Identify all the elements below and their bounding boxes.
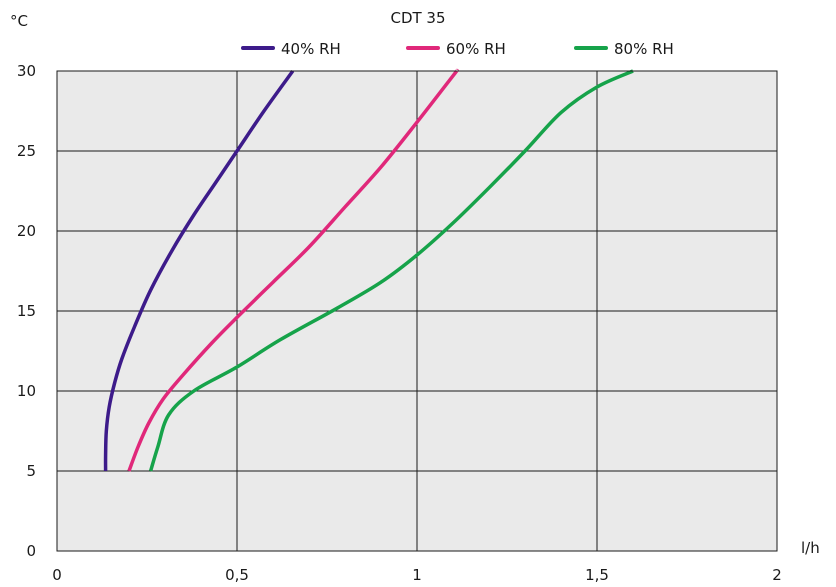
legend-item-80-rh: 80% RH [574,40,674,58]
legend-label-40-rh: 40% RH [281,40,341,58]
x-tick-label: 0,5 [225,566,249,584]
series-line-80-rh [148,69,634,472]
x-axis-unit-label: l/h [801,539,820,557]
y-tick-label: 0 [26,542,36,560]
legend: 40% RH 60% RH 80% RH [241,40,674,58]
plot-frame [56,70,778,552]
y-tick-label: 30 [17,62,36,80]
series-lines [103,68,634,472]
legend-item-40-rh: 40% RH [241,40,341,58]
series-line-40-rh [103,69,295,472]
series-line-60-rh [127,68,459,472]
y-tick-label: 20 [17,222,36,240]
x-tick-label: 1 [412,566,422,584]
y-axis-unit-label: °C [10,12,28,30]
y-tick-label: 10 [17,382,36,400]
legend-item-60-rh: 60% RH [406,40,506,58]
chart-title: CDT 35 [390,9,445,27]
gridlines [56,70,778,552]
legend-label-80-rh: 80% RH [614,40,674,58]
y-tick-label: 25 [17,142,36,160]
y-tick-label: 15 [17,302,36,320]
x-tick-label: 1,5 [585,566,609,584]
x-tick-label: 2 [772,566,782,584]
legend-label-60-rh: 60% RH [446,40,506,58]
y-tick-label: 5 [26,462,36,480]
x-tick-label: 0 [52,566,62,584]
